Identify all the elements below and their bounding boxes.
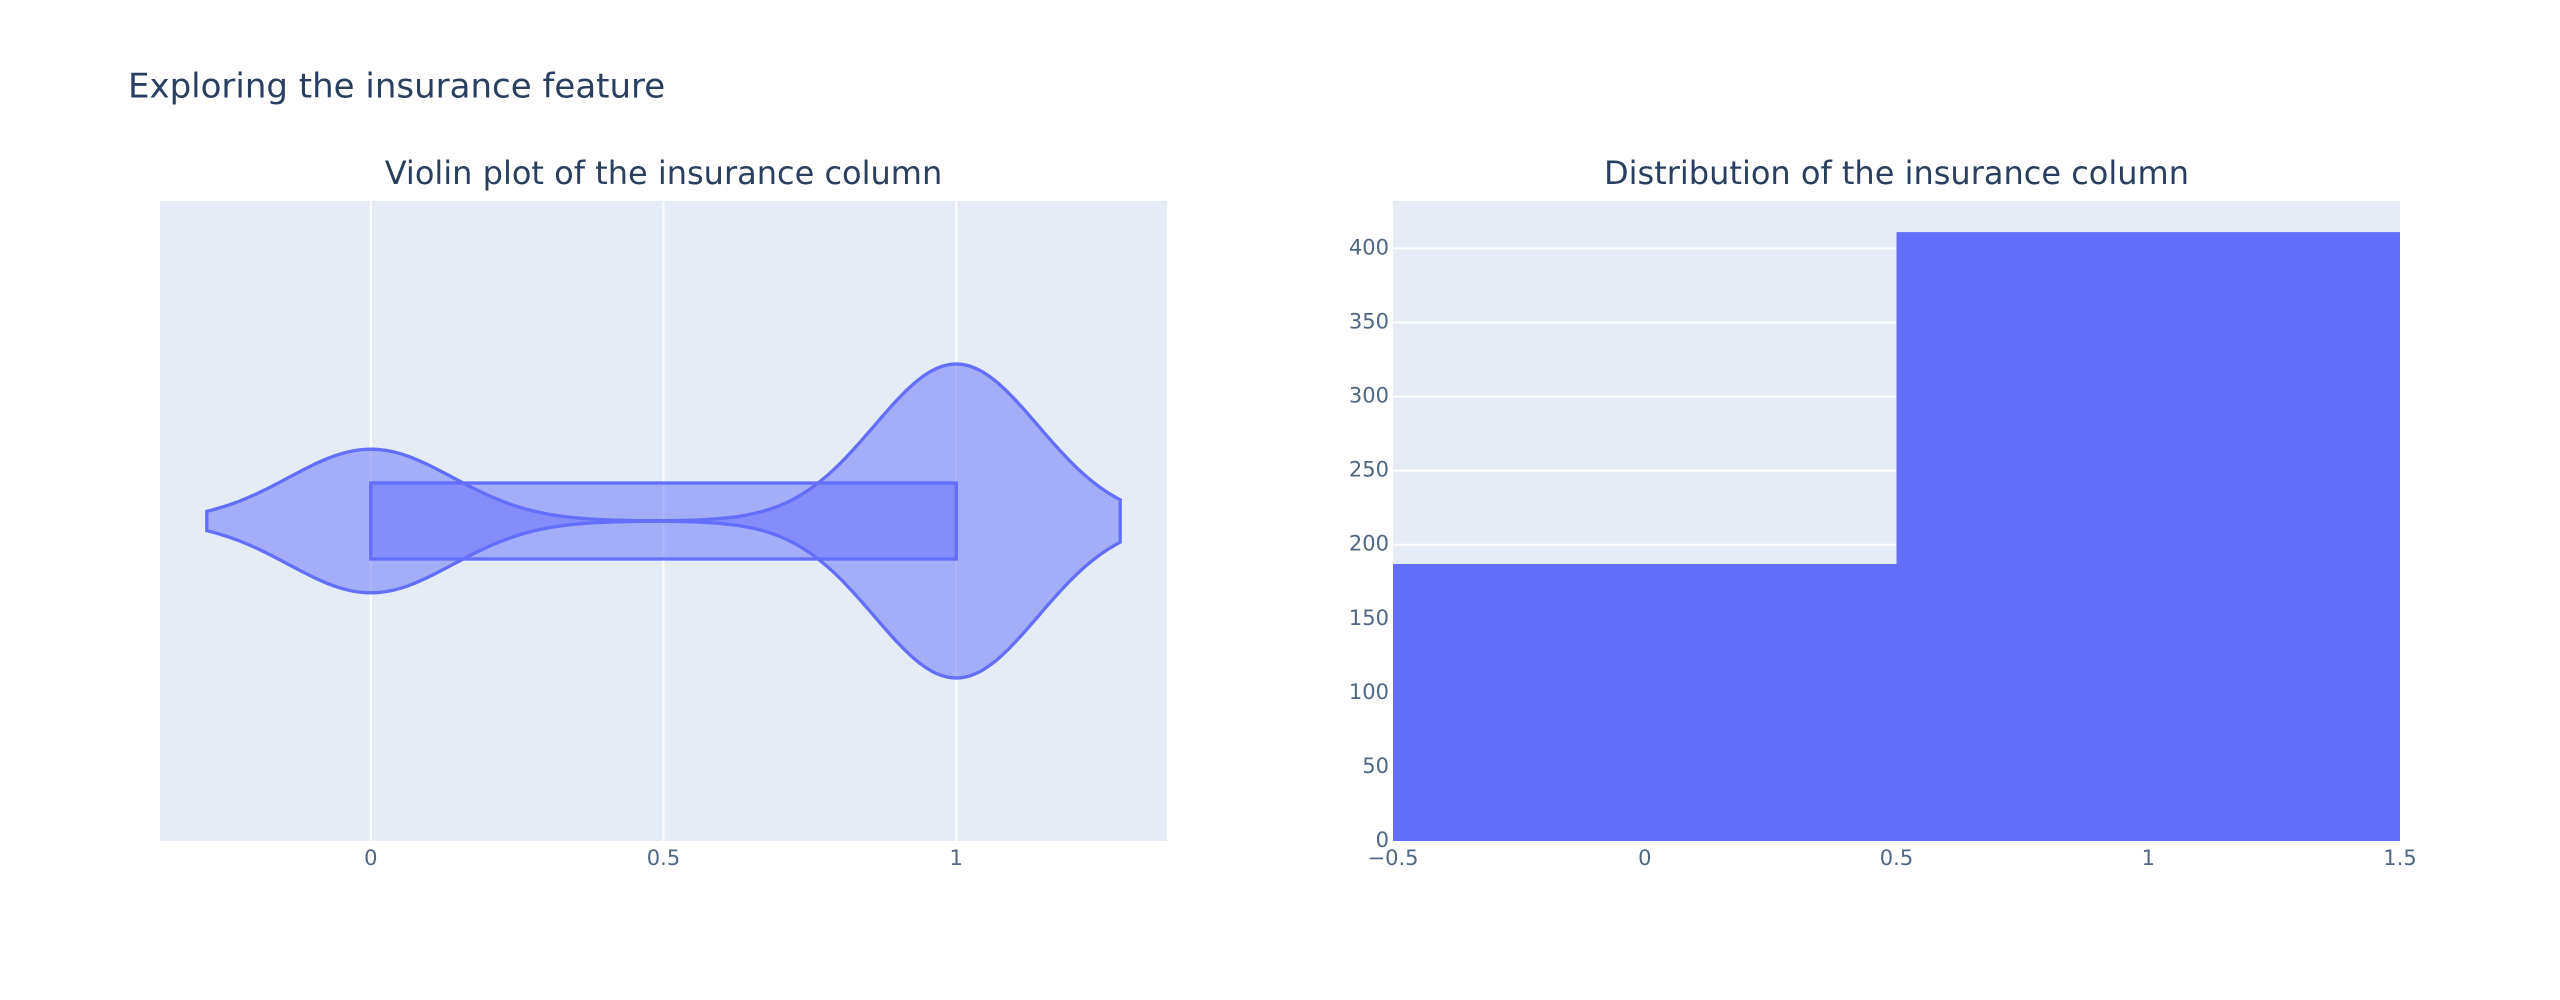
histogram-bar [1896,232,2400,842]
x-tick-label: 0 [1638,846,1651,870]
y-tick-label: 300 [1349,384,1389,408]
x-tick-label: 1.5 [2383,846,2416,870]
x-tick-label: −0.5 [1368,846,1419,870]
box [369,481,958,561]
histogram-bar [1393,563,1897,841]
subplot-title: Violin plot of the insurance column [385,154,943,192]
page-title: Exploring the insurance feature [128,67,665,107]
y-tick-label: 200 [1349,532,1389,556]
y-tick-label: 250 [1349,458,1389,482]
subplot-title: Distribution of the insurance column [1604,154,2189,192]
x-tick-label: 0 [364,846,377,870]
x-tick-label: 0.5 [647,846,680,870]
y-tick-label: 400 [1349,235,1389,259]
y-tick-label: 50 [1362,754,1389,778]
y-tick-label: 0 [1376,828,1389,852]
y-tick-label: 100 [1349,680,1389,704]
y-tick-label: 150 [1349,606,1389,630]
x-tick-label: 1 [950,846,963,870]
y-tick-label: 350 [1349,309,1389,333]
x-tick-label: 0.5 [1880,846,1913,870]
x-tick-label: 1 [2142,846,2155,870]
